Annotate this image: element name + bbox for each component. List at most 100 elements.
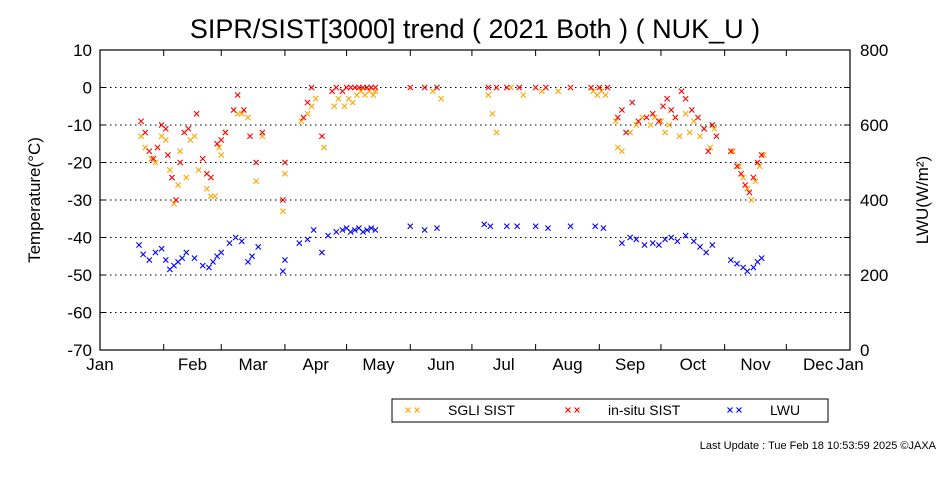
legend-marker xyxy=(405,407,411,413)
data-point xyxy=(688,107,695,113)
data-point xyxy=(438,95,445,102)
data-point xyxy=(690,238,697,245)
y-tick-label: -40 xyxy=(67,229,92,248)
data-point xyxy=(368,225,375,232)
data-point xyxy=(740,174,747,181)
x-tick-label: May xyxy=(362,355,395,374)
data-point xyxy=(259,129,266,136)
data-point xyxy=(152,249,159,256)
data-point xyxy=(281,170,288,177)
data-point xyxy=(279,268,286,275)
data-point xyxy=(191,133,198,140)
data-point xyxy=(649,110,656,117)
x-tick-label: Jun xyxy=(427,355,454,374)
data-point xyxy=(222,129,229,136)
data-point xyxy=(752,178,759,185)
data-point xyxy=(596,84,603,91)
data-point xyxy=(657,118,664,125)
data-point xyxy=(312,95,319,102)
data-point xyxy=(318,133,325,140)
data-point xyxy=(736,163,743,170)
data-point xyxy=(421,84,428,91)
data-point xyxy=(433,225,440,232)
data-point xyxy=(331,103,338,110)
data-point xyxy=(207,174,214,181)
data-point xyxy=(760,152,767,158)
data-point xyxy=(249,253,256,260)
data-point xyxy=(325,232,332,239)
data-point xyxy=(633,236,640,243)
data-points xyxy=(136,84,767,275)
data-point xyxy=(279,208,286,215)
data-point xyxy=(170,200,177,207)
data-point xyxy=(232,234,239,241)
data-point xyxy=(407,223,414,230)
data-point xyxy=(514,223,521,230)
data-point xyxy=(433,84,440,91)
data-point xyxy=(218,137,225,143)
x-tick-label: Jan xyxy=(86,355,113,374)
data-point xyxy=(633,122,640,128)
data-point xyxy=(485,92,492,98)
data-point xyxy=(503,223,510,230)
data-point xyxy=(727,148,734,155)
data-point xyxy=(729,148,736,155)
series-in-situ-sist xyxy=(138,84,765,203)
data-point xyxy=(203,185,210,192)
y-tick-label: -70 xyxy=(67,341,92,360)
data-point xyxy=(372,84,379,91)
data-point xyxy=(168,174,175,181)
data-point xyxy=(701,125,708,132)
data-point xyxy=(333,228,340,235)
data-point xyxy=(744,268,751,275)
data-point xyxy=(672,114,679,121)
data-point xyxy=(339,227,346,233)
data-point xyxy=(709,242,716,248)
data-point xyxy=(372,227,379,233)
data-point xyxy=(238,110,245,117)
data-point xyxy=(296,240,303,247)
legend-label: in-situ SIST xyxy=(608,402,681,418)
data-point xyxy=(493,84,500,91)
data-point xyxy=(487,223,494,230)
data-point xyxy=(304,236,311,243)
data-point xyxy=(733,163,740,170)
x-tick-label: Apr xyxy=(303,355,330,374)
data-point xyxy=(407,84,414,91)
x-tick-label: Jan xyxy=(836,355,863,374)
data-point xyxy=(503,84,510,91)
data-point xyxy=(674,238,681,245)
data-point xyxy=(520,92,527,98)
data-point xyxy=(205,264,212,271)
data-point xyxy=(604,84,611,91)
data-point xyxy=(713,133,720,140)
y-tick-label: -10 xyxy=(67,116,92,135)
data-point xyxy=(744,185,751,192)
data-point xyxy=(351,227,358,233)
data-point xyxy=(733,260,740,267)
data-point xyxy=(364,227,371,233)
x-tick-label: Nov xyxy=(740,355,771,374)
data-point xyxy=(318,249,325,256)
data-point xyxy=(349,99,356,106)
legend-marker xyxy=(414,407,420,413)
data-point xyxy=(210,258,217,265)
data-point xyxy=(618,148,625,155)
data-point xyxy=(152,159,159,166)
data-point xyxy=(300,114,307,121)
data-point xyxy=(668,107,675,113)
grid-lines xyxy=(100,87,850,313)
data-point xyxy=(253,159,260,166)
legend-marker xyxy=(727,407,733,413)
legend: SGLI SIST in-situ SIST LWU xyxy=(391,398,829,423)
data-point xyxy=(138,118,145,125)
data-point xyxy=(140,251,147,258)
data-point xyxy=(756,163,763,170)
data-point xyxy=(177,159,184,166)
y-tick-label: -20 xyxy=(67,154,92,173)
x-tick-label: Mar xyxy=(238,355,268,374)
data-point xyxy=(567,84,574,91)
y2-tick-label: 400 xyxy=(860,191,888,210)
data-point xyxy=(602,92,609,98)
data-point xyxy=(310,227,317,233)
